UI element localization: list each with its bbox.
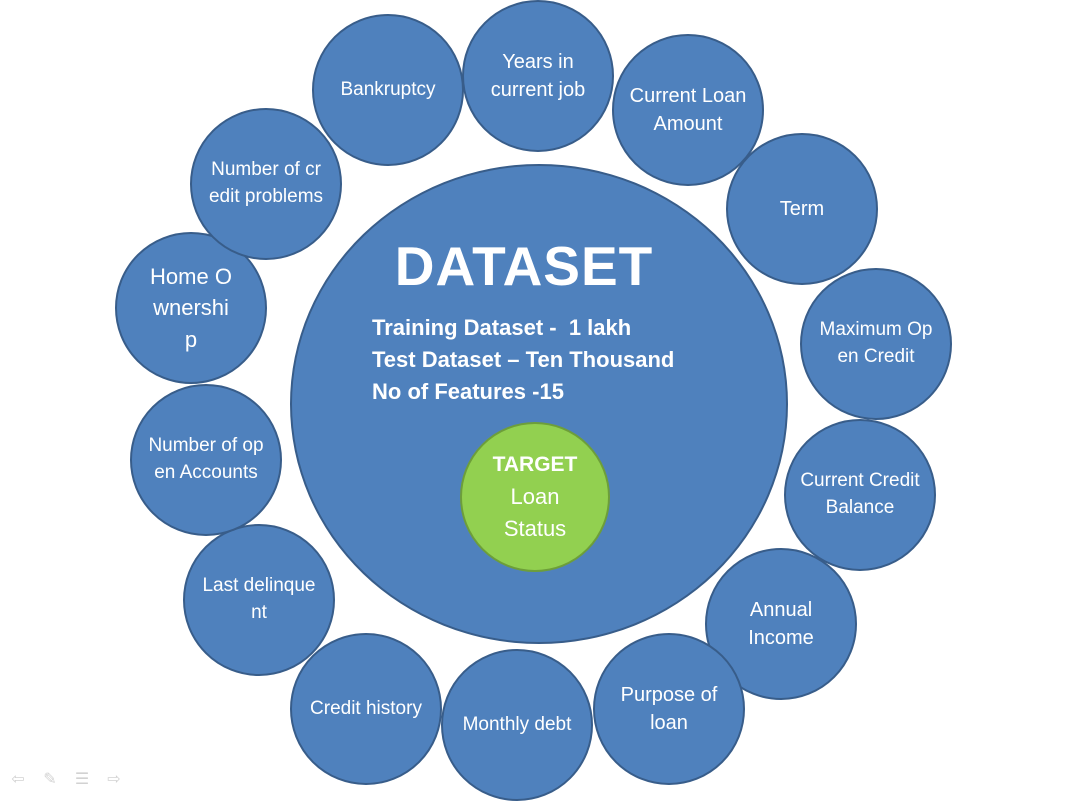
feature-circle-years-in-current-job: Years in current job <box>462 0 614 152</box>
target-value-line1: Loan <box>510 484 560 509</box>
feature-circle-number-of-open-accounts: Number of open Accounts <box>130 384 282 536</box>
feature-label: Number of credit problems <box>208 159 324 207</box>
feature-circle-current-loan-amount: Current Loan Amount <box>612 34 764 186</box>
dataset-title: DATASET <box>394 235 654 297</box>
feature-label: Number of open Accounts <box>148 435 264 483</box>
feature-label: Maximum Open Credit <box>819 319 933 367</box>
feature-label: Current Loan Amount <box>629 84 747 135</box>
dataset-stats: Training Dataset - 1 lakh Test Dataset –… <box>372 312 674 408</box>
feature-label: Purpose of loan <box>620 683 718 734</box>
target-value-line2: Status <box>503 516 567 541</box>
back-arrow-icon[interactable]: ⇦ <box>11 771 25 788</box>
feature-circle-monthly-debt: Monthly debt <box>441 649 593 801</box>
feature-label: Annual Income <box>748 598 814 649</box>
feature-label: Current Credit Balance <box>800 470 920 518</box>
feature-label: Term <box>779 197 825 220</box>
training-dataset-line: Training Dataset - 1 lakh <box>372 315 632 340</box>
slideshow-navigation: ⇦ ✎ ☰ ⇨ <box>8 770 124 788</box>
feature-circle-number-of-credit-problems: Number of credit problems <box>190 108 342 260</box>
feature-label: Credit history <box>310 697 422 719</box>
feature-count-line: No of Features -15 <box>372 379 564 404</box>
feature-label: Last delinquent <box>202 575 316 623</box>
target-label: TARGET <box>492 453 578 476</box>
target-circle: TARGET Loan Status <box>460 422 610 572</box>
feature-circle-last-delinquent: Last delinquent <box>183 524 335 676</box>
forward-arrow-icon[interactable]: ⇨ <box>107 771 121 788</box>
dataset-circle: DATASET Training Dataset - 1 lakh Test D… <box>290 164 788 644</box>
feature-circle-current-credit-balance: Current Credit Balance <box>784 419 936 571</box>
feature-circle-maximum-open-credit: Maximum Open Credit <box>800 268 952 420</box>
feature-circle-credit-history: Credit history <box>290 633 442 785</box>
feature-circle-bankruptcy: Bankruptcy <box>312 14 464 166</box>
menu-icon[interactable]: ☰ <box>74 771 90 788</box>
feature-circle-purpose-of-loan: Purpose of loan <box>593 633 745 785</box>
feature-label: Years in current job <box>490 50 586 101</box>
feature-circle-home-ownership: Home Ownership <box>115 232 267 384</box>
feature-label: Bankruptcy <box>340 78 436 100</box>
pen-icon[interactable]: ✎ <box>43 771 57 788</box>
test-dataset-line: Test Dataset – Ten Thousand <box>372 347 675 372</box>
feature-circle-term: Term <box>726 133 878 285</box>
feature-label: Monthly debt <box>462 713 572 735</box>
feature-label: Home Ownership <box>150 264 232 352</box>
